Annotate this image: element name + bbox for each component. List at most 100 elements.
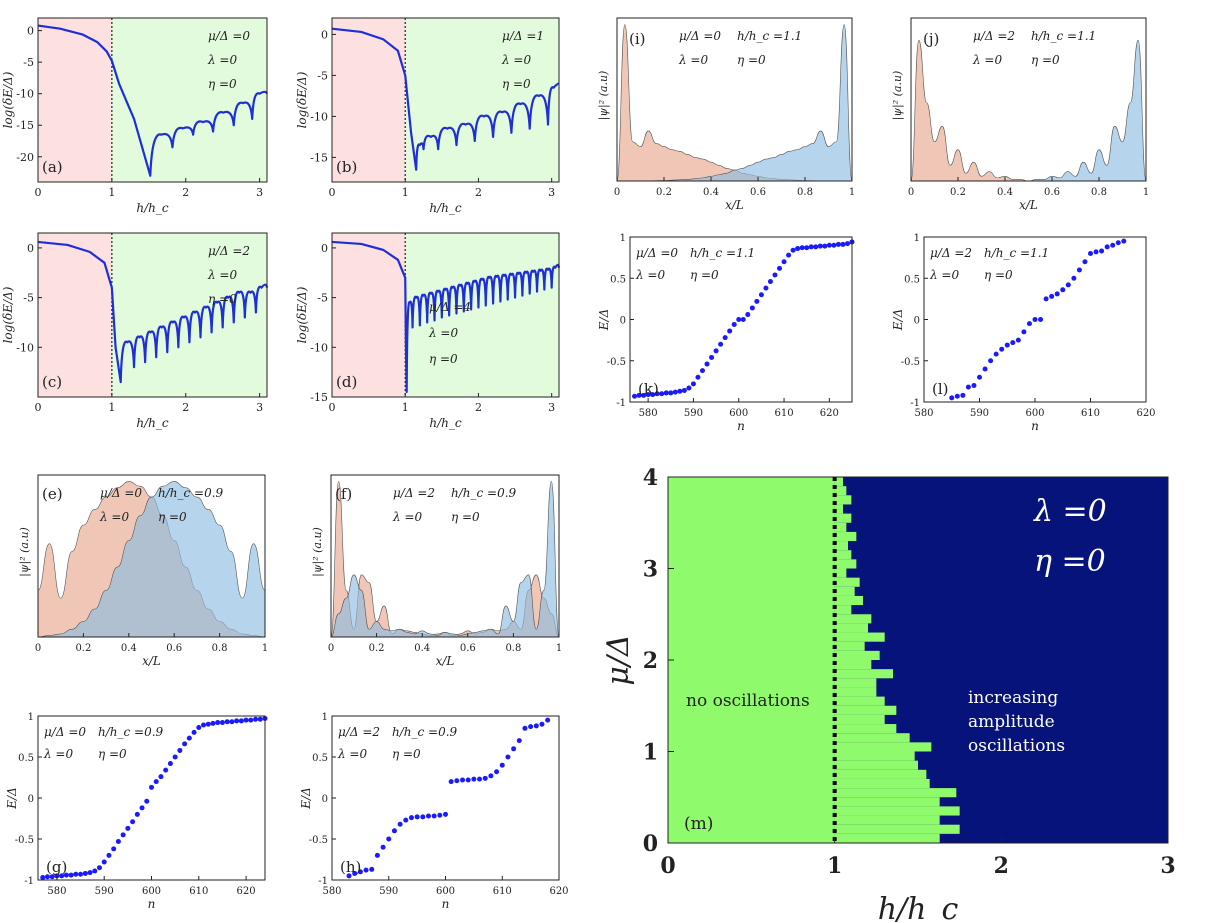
x-tick-label-a: 0: [35, 186, 42, 199]
boundary-cell: [834, 778, 930, 789]
point-g: [201, 722, 207, 728]
x-tick-label-d: 3: [548, 401, 555, 414]
x-tick-label-f: 0.8: [505, 643, 521, 654]
point-k: [745, 312, 751, 318]
point-k: [740, 317, 746, 322]
point-l: [1088, 251, 1093, 256]
point-k: [835, 241, 841, 247]
point-k: [817, 243, 823, 249]
point-g: [111, 846, 117, 852]
point-k: [808, 244, 814, 250]
boundary-cell: [834, 504, 843, 514]
point-h: [465, 777, 471, 783]
boundary-cell: [834, 833, 940, 843]
param-label-b: μ/Δ =1: [502, 29, 544, 43]
panel-label-k: (k): [638, 380, 659, 398]
point-h: [369, 866, 375, 872]
x-axis-label-j: x/L: [1019, 198, 1038, 212]
point-h: [437, 812, 443, 818]
axes-frame-j: [910, 17, 1147, 182]
panel-label-g: (g): [46, 858, 67, 876]
y-axis-label-g: E/Δ: [5, 787, 19, 809]
point-h: [374, 852, 380, 858]
point-g: [59, 873, 65, 879]
point-g: [215, 720, 221, 726]
point-g: [234, 718, 240, 724]
y-tick-label-d: -10: [310, 341, 328, 354]
x-tick-label-c: 1: [108, 401, 115, 414]
param-label-i: λ =0: [678, 53, 708, 67]
x-tick-label-i: 0.6: [750, 187, 766, 198]
boundary-cell: [834, 660, 872, 670]
param-label-e: η =0: [158, 510, 187, 524]
point-h: [460, 777, 466, 783]
point-g: [210, 720, 216, 726]
boundary-cell: [834, 595, 863, 606]
point-h: [533, 723, 539, 729]
point-h: [505, 754, 511, 760]
point-g: [68, 872, 74, 878]
y-tick-label-l: -1: [910, 398, 920, 409]
axes-frame-d: [331, 232, 560, 398]
point-l: [1060, 287, 1066, 293]
point-h: [522, 725, 528, 731]
param-label-e: μ/Δ =0: [100, 486, 142, 500]
x-tick-label-f: 0: [328, 643, 334, 654]
point-l: [993, 351, 999, 357]
boundary-cell: [834, 486, 847, 496]
panel-label-i: (i): [629, 30, 646, 48]
point-h: [386, 836, 392, 842]
x-tick-label-c: 0: [35, 401, 42, 414]
y-tick-label-b: -10: [310, 110, 328, 123]
y-tick-label-h: -0.5: [309, 835, 328, 846]
param-label-b: λ =0: [501, 53, 531, 67]
y-tick-label-d: 0: [321, 242, 328, 255]
point-h: [528, 724, 534, 730]
y-tick-label-c: -10: [16, 341, 34, 354]
param-label-j: μ/Δ =2: [973, 29, 1015, 43]
x-tick-label-g: 610: [189, 886, 208, 897]
point-k: [758, 292, 764, 298]
axes-frame-h: [331, 715, 560, 881]
region-label-osc: oscillations: [968, 736, 1065, 756]
param-label-d: λ =0: [428, 326, 458, 340]
panel-label-f: (f): [335, 485, 352, 503]
panel-label-c: (c): [42, 373, 62, 391]
point-g: [92, 868, 98, 874]
point-k: [722, 335, 728, 341]
x-tick-label-i: 0.8: [797, 187, 813, 198]
x-tick-label-k: 600: [729, 408, 748, 419]
boundary-cell: [834, 742, 932, 752]
param-label-f: λ =0: [392, 510, 422, 524]
x-tick-label-l: 620: [1136, 408, 1155, 419]
x-axis-label-h: n: [442, 897, 450, 911]
boundary-cell: [834, 577, 860, 587]
point-k: [659, 391, 665, 397]
point-g: [82, 870, 88, 876]
point-h: [539, 721, 545, 727]
point-l: [1021, 329, 1027, 335]
point-l: [1076, 267, 1082, 273]
boundary-cell: [834, 513, 852, 523]
y-tick-label-b: -15: [310, 151, 328, 164]
y-tick-label-m: 3: [643, 557, 658, 583]
point-l: [1038, 317, 1044, 322]
panel-d: 0 1 2 3 0 -5 -10 -15 h/h_c log(δE/Δ) μ/Δ =4 λ =0 η =…: [295, 232, 561, 430]
y-tick-label-k: 1: [620, 233, 626, 244]
param-label-l: η =0: [984, 268, 1013, 282]
point-g: [49, 874, 55, 880]
y-tick-label-m: 4: [643, 465, 658, 491]
x-tick-label-h: 600: [436, 886, 455, 897]
point-k: [831, 242, 837, 248]
y-axis-label-k: E/Δ: [597, 309, 611, 331]
boundary-cell: [834, 477, 843, 487]
x-tick-label-i: 0.2: [656, 187, 672, 198]
point-h: [471, 776, 477, 782]
boundary-cell: [834, 760, 918, 770]
x-tick-label-b: 0: [329, 186, 336, 199]
boundary-cell: [834, 495, 852, 505]
point-l: [1043, 296, 1049, 302]
point-k: [704, 361, 710, 367]
x-tick-label-e: 0: [35, 643, 41, 654]
